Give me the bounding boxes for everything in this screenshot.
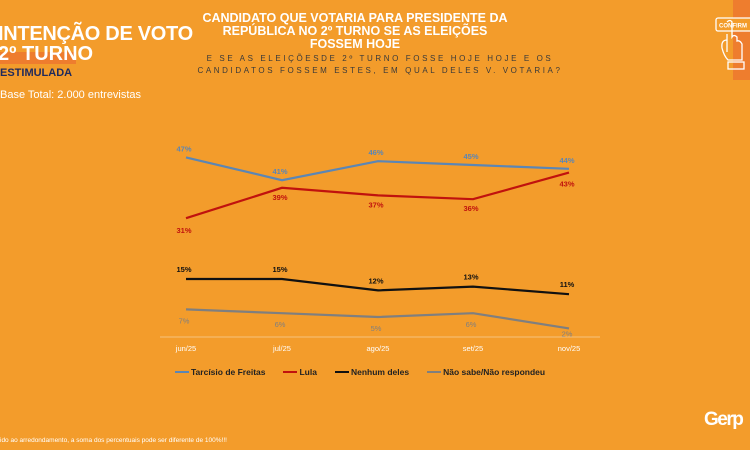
question-text: E SE AS ELEIÇÕESDE 2º TURNO FOSSE HOJE H… — [197, 54, 563, 75]
data-label: 45% — [463, 152, 478, 161]
data-label: 41% — [272, 167, 287, 176]
base-total: Base Total: 2.000 entrevistas — [0, 89, 142, 101]
legend-label: Lula — [299, 367, 317, 377]
series-line-0 — [185, 156, 570, 182]
x-tick-label: jul/25 — [272, 344, 291, 353]
legend-swatch — [427, 371, 442, 373]
data-label: 6% — [275, 320, 286, 329]
legend-label: Tarcísio de Freitas — [191, 367, 266, 377]
series-line-2 — [186, 277, 570, 296]
legend-item-tarcisio: Tarcísio de Freitas — [175, 367, 265, 377]
confirm-icon-text: CONFIRM — [719, 24, 747, 30]
title-highlight — [0, 52, 76, 64]
legend-label: Nenhum deles — [350, 367, 410, 377]
legend-item-nao-sabe: Não sabe/Não respondeu — [427, 367, 545, 377]
legend-item-nenhum: Nenhum deles — [334, 367, 410, 377]
data-label: 7% — [179, 316, 190, 325]
data-label: 43% — [559, 180, 574, 189]
data-label: 39% — [272, 193, 287, 202]
page-title-line2: 2º TURNO — [0, 43, 94, 65]
data-label: 11% — [560, 280, 575, 289]
chart-title: CANDIDATO QUE VOTARIA PARA PRESIDENTE DA… — [202, 11, 508, 51]
x-tick-label: ago/25 — [367, 344, 390, 353]
data-label: 15% — [176, 265, 191, 274]
series-line-1 — [185, 171, 570, 220]
data-label: 5% — [371, 324, 382, 333]
x-tick-label: jun/25 — [175, 344, 196, 353]
legend-label: Não sabe/Não respondeu — [443, 367, 546, 377]
data-label: 12% — [368, 276, 383, 285]
legend-swatch — [334, 371, 349, 373]
series-line-3 — [185, 308, 570, 330]
data-label: 46% — [368, 148, 383, 157]
chart-legend: Tarcísio de Freitas Lula Nenhum deles Nã… — [175, 367, 545, 377]
footnote: ido ao arredondamento, a soma dos percen… — [0, 437, 227, 444]
x-tick-label: nov/25 — [558, 344, 581, 353]
tag-estimulada: ESTIMULADA — [0, 67, 73, 79]
legend-swatch — [283, 371, 298, 373]
confirm-hand-icon: CONFIRM — [715, 0, 750, 80]
data-label: 15% — [272, 265, 287, 274]
data-label: 31% — [176, 226, 191, 235]
x-tick-label: set/25 — [463, 344, 483, 353]
data-label: 47% — [176, 144, 191, 153]
data-label: 2% — [562, 329, 573, 338]
data-label: 36% — [463, 204, 478, 213]
data-label: 37% — [368, 200, 383, 209]
data-label: 6% — [466, 320, 477, 329]
page-title: INTENÇÃO DE VOTO — [0, 23, 193, 45]
legend-swatch — [175, 371, 189, 373]
data-label: 13% — [463, 273, 478, 282]
data-label: 44% — [559, 156, 574, 165]
legend-item-lula: Lula — [283, 367, 317, 377]
gerp-logo: Gerp — [704, 409, 744, 430]
